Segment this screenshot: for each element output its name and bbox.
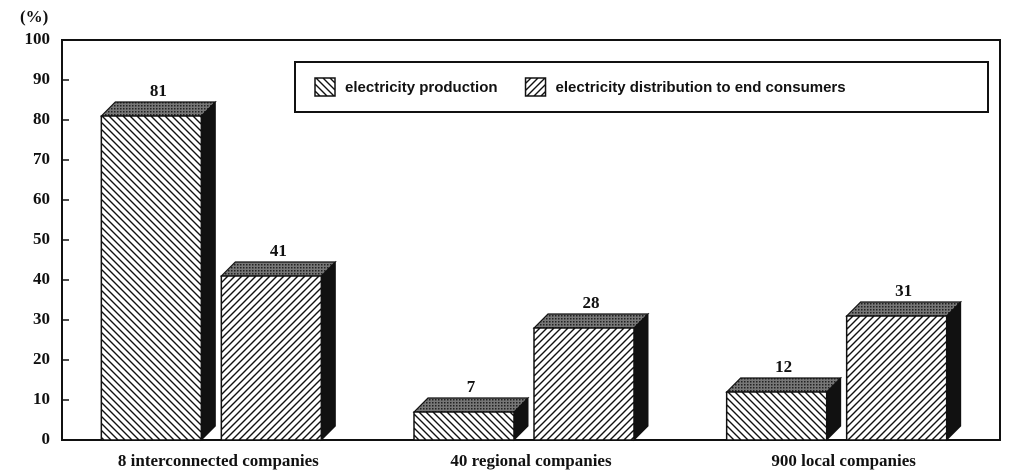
data-label: 31	[895, 281, 912, 300]
bar-top	[725, 377, 843, 393]
bar-side	[946, 300, 962, 442]
bar-side	[200, 100, 216, 442]
x-tick-label: 900 local companies	[771, 451, 916, 470]
y-tick-label: 80	[33, 109, 50, 128]
x-tick-label: 40 regional companies	[450, 451, 612, 470]
legend-swatch	[524, 77, 547, 97]
x-tick-label: 8 interconnected companies	[118, 451, 319, 470]
bar	[725, 391, 828, 441]
bar	[533, 327, 635, 441]
y-tick-label: 30	[33, 309, 50, 328]
data-label: 12	[775, 357, 792, 376]
bar-side	[633, 312, 649, 442]
y-axis-label: (%)	[20, 7, 48, 26]
bar	[413, 411, 515, 441]
legend-label: electricity distribution to end consumer…	[556, 79, 846, 96]
bar	[220, 275, 323, 441]
y-tick-label: 10	[33, 389, 50, 408]
bar	[100, 115, 203, 441]
bar	[845, 315, 948, 441]
data-label: 7	[467, 377, 476, 396]
y-tick-label: 50	[33, 229, 50, 248]
data-label: 81	[150, 81, 167, 100]
data-label: 41	[270, 241, 287, 260]
legend-label: electricity production	[345, 79, 498, 96]
bar-top	[412, 397, 530, 413]
y-tick-label: 40	[33, 269, 50, 288]
y-tick-label: 0	[42, 429, 51, 448]
data-label: 28	[583, 293, 600, 312]
y-tick-label: 20	[33, 349, 50, 368]
bar-top	[845, 301, 963, 317]
y-tick-label: 100	[25, 29, 51, 48]
legend-box	[294, 61, 989, 113]
bar-top	[219, 261, 337, 277]
bar-top	[99, 101, 217, 117]
y-tick-label: 90	[33, 69, 50, 88]
y-tick-label: 70	[33, 149, 50, 168]
bar-top	[532, 313, 650, 329]
bar-side	[320, 260, 336, 442]
y-tick-label: 60	[33, 189, 50, 208]
legend-swatch	[314, 77, 336, 97]
